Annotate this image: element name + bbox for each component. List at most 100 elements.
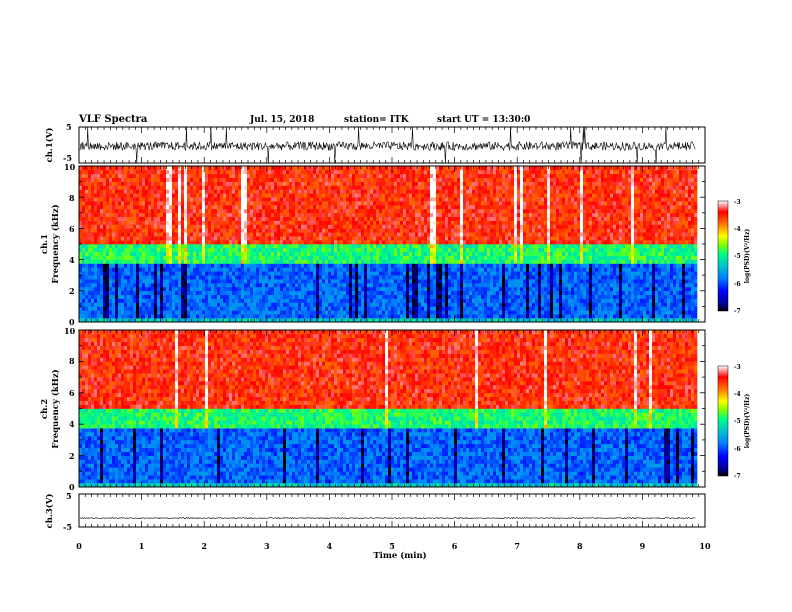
ch1-spectrogram-cell	[415, 166, 419, 171]
ch1-spectrogram-cell	[340, 283, 344, 288]
ch1-spectrogram-cell	[175, 298, 179, 303]
ch1-spectrogram-cell	[331, 193, 335, 198]
ch1-spectrogram-cell	[250, 286, 254, 292]
ch1-spectrogram-cell	[106, 294, 110, 299]
ch1-spectrogram-cell	[178, 197, 182, 202]
ch1-spectrogram-cell	[238, 302, 242, 307]
ch1-spectrogram-cell	[382, 177, 386, 182]
ch1-spectrogram-cell	[304, 177, 308, 182]
ch1-spectrogram-cell	[292, 251, 296, 256]
ch1-spectrogram-cell	[202, 220, 206, 225]
ch1-spectrogram-cell	[256, 298, 260, 303]
ch1-spectrogram-cell	[190, 310, 194, 315]
ch1-spectrogram-cell	[430, 267, 434, 272]
ch1-spectrogram-cell	[421, 244, 425, 249]
ch1-spectrogram-cell	[445, 259, 449, 264]
ch1-spectrogram-cell	[136, 310, 140, 315]
ch1-spectrogram-cell	[196, 205, 200, 210]
ch1-spectrogram-cell	[268, 286, 272, 292]
ch1-spectrogram-cell	[178, 185, 182, 190]
ch1-spectrogram-cell	[256, 318, 260, 323]
ch1-spectrogram-cell	[181, 286, 185, 292]
ch1-spectrogram-cell	[328, 267, 332, 272]
ch1-spectrogram-cell	[316, 177, 320, 182]
ch1-spectrogram-cell	[358, 279, 362, 284]
ch1-spectrogram-cell	[349, 228, 353, 233]
ch1-spectrogram-cell	[394, 173, 398, 178]
ch1-spectrogram-cell	[151, 181, 155, 186]
ch1-spectrogram-cell	[265, 232, 269, 237]
ch1-spectrogram-cell	[130, 294, 134, 299]
ch1-spectrogram-cell	[376, 205, 380, 210]
ch1-spectrogram-cell	[292, 283, 296, 288]
ch1-spectrogram-cell	[163, 271, 167, 276]
ch1-spectrogram-cell	[415, 271, 419, 276]
ch1-spectrogram-cell	[349, 169, 353, 175]
ch1-spectrogram-cell	[262, 306, 266, 311]
ch1-spectrogram-cell	[226, 232, 230, 237]
ch1-spectrogram-cell	[253, 275, 257, 280]
ch1-spectrogram-cell	[364, 173, 368, 178]
ch1-spectrogram-cell	[364, 298, 368, 303]
ch1-spectrogram-cell	[343, 251, 347, 256]
ch1-spectrogram-cell	[247, 212, 251, 217]
ch1-spectrogram-cell	[343, 244, 347, 249]
ch1-spectrogram-cell	[316, 267, 320, 272]
ch1-spectrogram-cell	[250, 271, 254, 276]
ch1-spectrogram-cell	[223, 306, 227, 311]
ch1-spectrogram-cell	[142, 169, 146, 175]
ch1-spectrogram-cell	[211, 290, 215, 295]
ch1-spectrogram-cell	[241, 173, 245, 178]
ch1-spectrogram-cell	[448, 189, 452, 194]
ch1-spectrogram-cell	[451, 220, 455, 225]
ch1-spectrogram-cell	[337, 220, 341, 225]
ch1-spectrogram-cell	[184, 286, 188, 292]
ch1-spectrogram-cell	[385, 271, 389, 276]
ch1-spectrogram-cell	[202, 294, 206, 299]
ch1-spectrogram-cell	[289, 224, 293, 229]
ch1-spectrogram-cell	[328, 310, 332, 315]
ch1-spectrogram-cell	[391, 286, 395, 292]
ch1-spectrogram-cell	[418, 247, 422, 253]
ch1-spectrogram-cell	[331, 185, 335, 190]
ch1-spectrogram-cell	[244, 228, 248, 233]
ch1-spectrogram-cell	[406, 197, 410, 202]
ch1-spectrogram-cell	[334, 169, 338, 175]
ch1-spectrogram-cell	[94, 193, 98, 198]
ch1-spectrogram-cell	[394, 271, 398, 276]
ch1-spectrogram-cell	[184, 294, 188, 299]
ch1-spectrogram-cell	[304, 255, 308, 260]
ch1-spectrogram-cell	[232, 212, 236, 217]
ch1-spectrogram-cell	[292, 220, 296, 225]
ch1-spectrogram-cell	[325, 267, 329, 272]
ch1-spectrogram-cell	[130, 318, 134, 323]
ch1-spectrogram-cell	[265, 189, 269, 194]
ch1-spectrogram-cell	[148, 302, 152, 307]
ch1-spectrogram-cell	[343, 197, 347, 202]
ch1-spectrogram-cell	[439, 286, 443, 292]
ch1-spectrogram-cell	[226, 298, 230, 303]
ch1-spectrogram-cell	[301, 267, 305, 272]
ch1-spectrogram-cell	[274, 201, 278, 206]
ch1-spectrogram-cell	[109, 259, 113, 264]
ch1-spectrogram-cell	[298, 228, 302, 233]
ch1-spectrogram-cell	[310, 173, 314, 178]
ch1-spectrogram-cell	[247, 271, 251, 276]
ch1-spectrogram-cell	[418, 314, 422, 319]
ch1-spectrogram-cell	[199, 318, 203, 323]
ch1-spectrogram-cell	[145, 251, 149, 256]
ch1-spectrogram-cell	[142, 208, 146, 214]
ch1-spectrogram-cell	[202, 251, 206, 256]
ch1-spectrogram-cell	[367, 290, 371, 295]
ch1-spectrogram-cell	[367, 302, 371, 307]
ch1-spectrogram-cell	[157, 255, 161, 260]
ch1-spectrogram-cell	[331, 177, 335, 182]
ch1-spectrogram-cell	[259, 283, 263, 288]
ch1-spectrogram-cell	[187, 255, 191, 260]
ch1-spectrogram-cell	[160, 166, 164, 171]
ch1-spectrogram-cell	[235, 263, 239, 268]
ch1-spectrogram-cell	[181, 173, 185, 178]
ch1-spectrogram-cell	[355, 197, 359, 202]
ch1-spectrogram-cell	[445, 310, 449, 315]
ch1-spectrogram-cell	[166, 283, 170, 288]
